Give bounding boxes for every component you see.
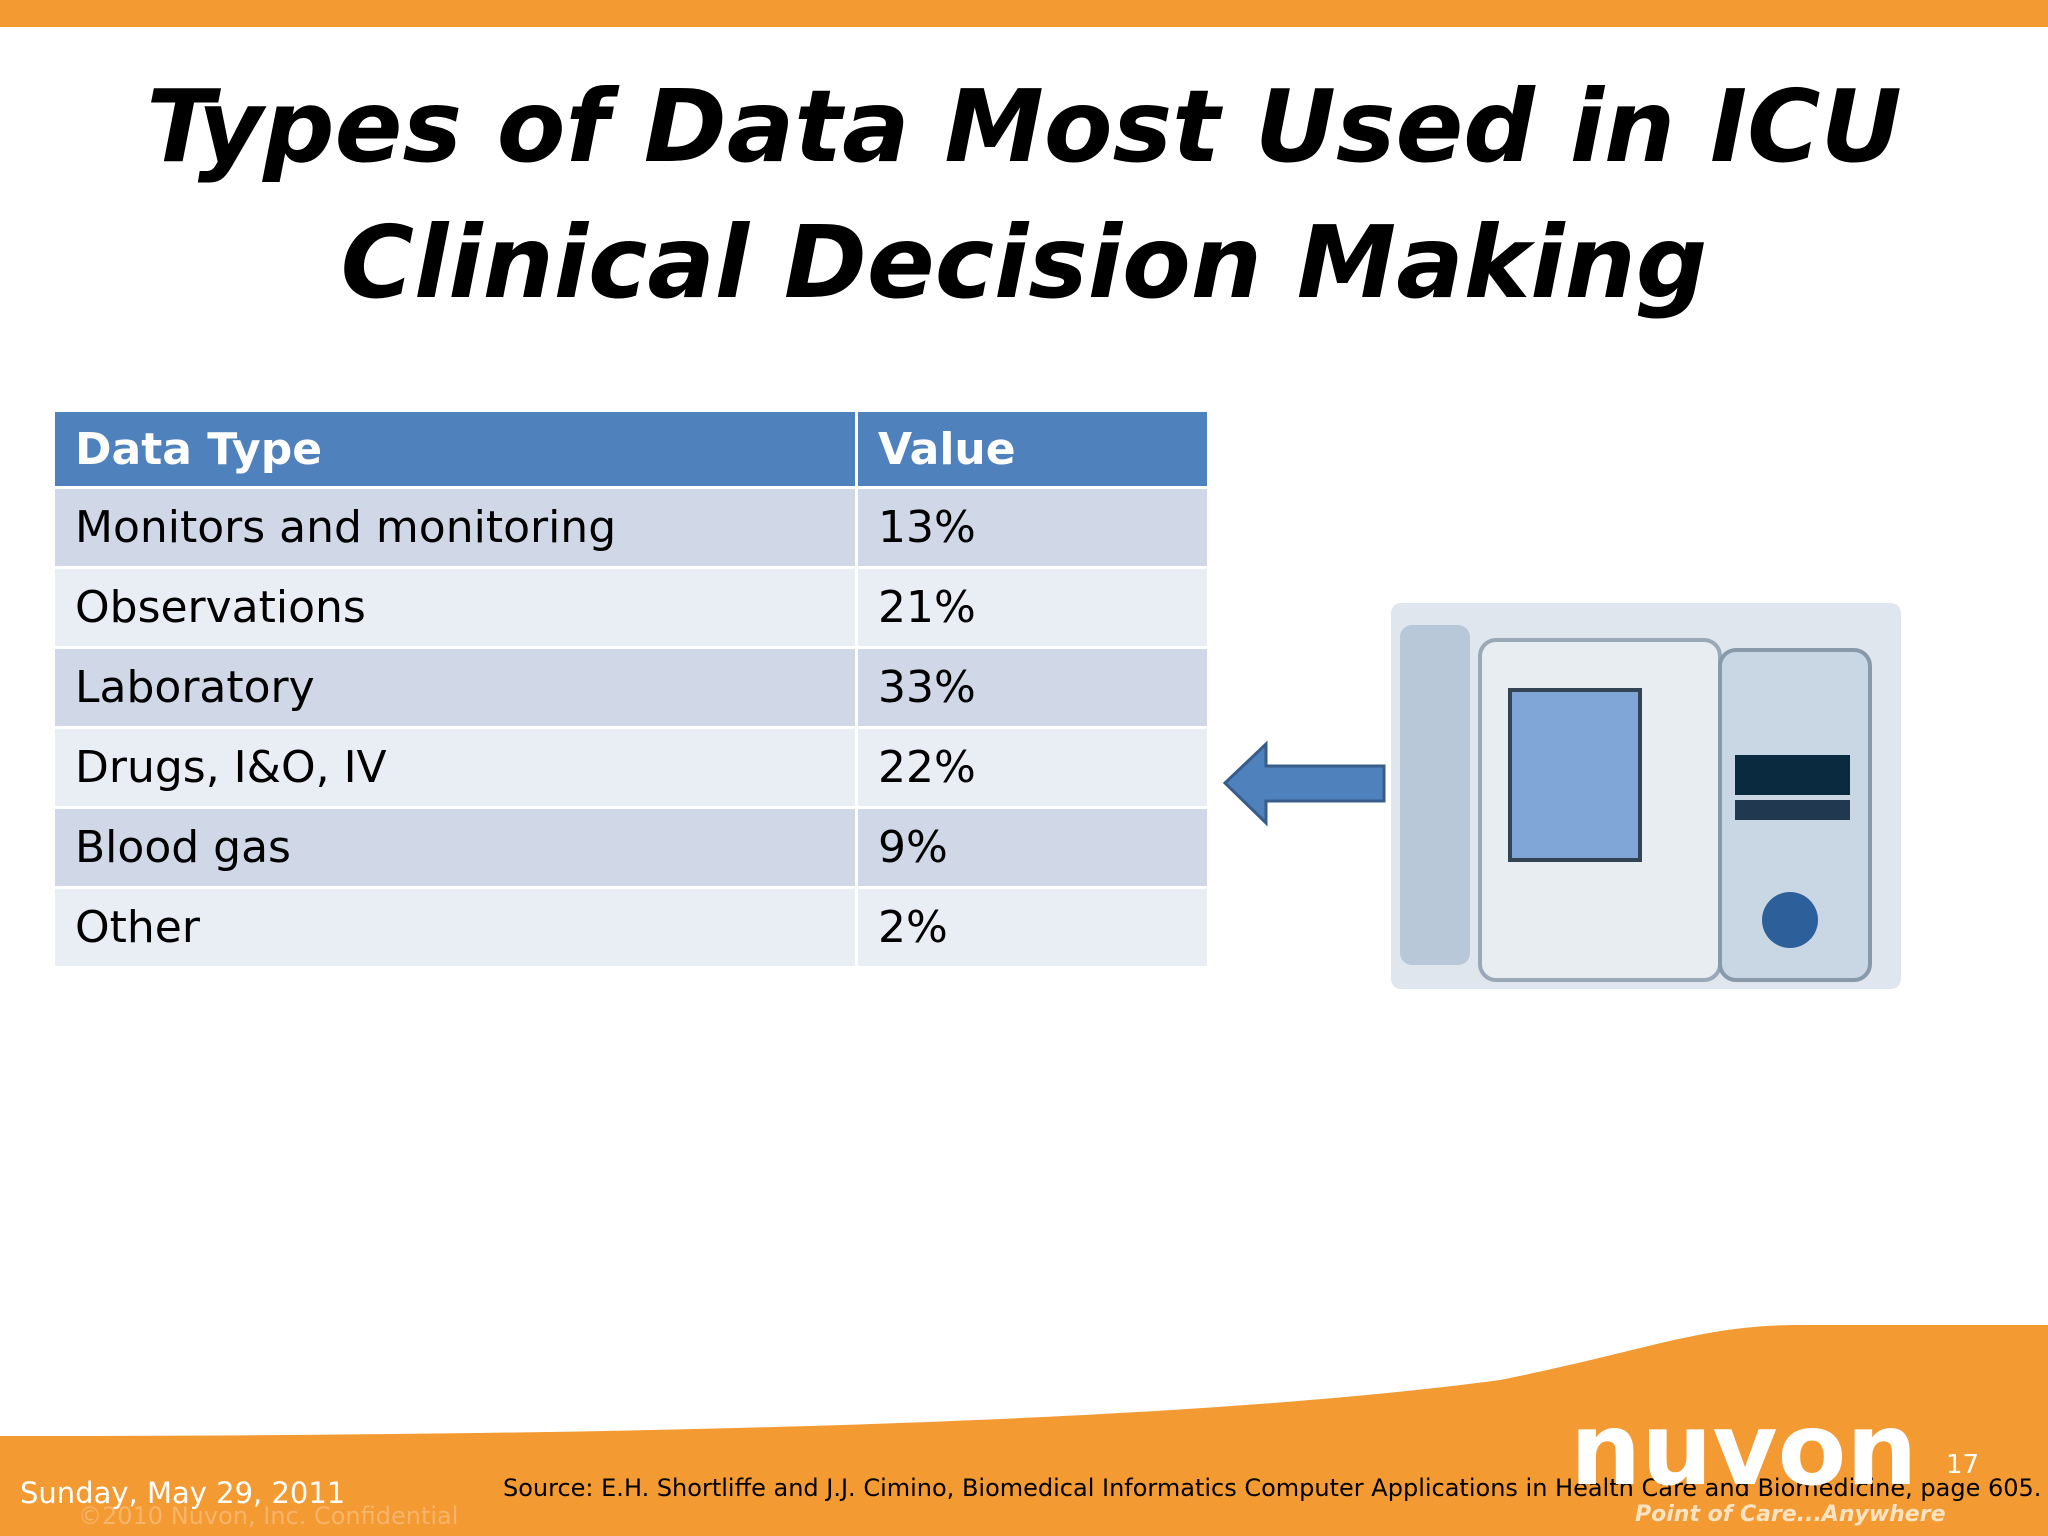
table-cell: 13% [855, 486, 1210, 569]
tagline: Point of Care...Anywhere [1635, 1502, 1946, 1527]
date: Sunday, May 29, 2011 [20, 1476, 346, 1510]
table-cell: 33% [855, 646, 1210, 729]
header-row: Data Type Value [52, 409, 1210, 489]
data-table: Data Type Value Monitors and monitoring 13%… [52, 409, 1210, 969]
table-cell: 22% [855, 726, 1210, 809]
table-cell: Other [52, 886, 858, 969]
table-row: Observations 21% [52, 566, 1210, 649]
table-cell: Observations [52, 566, 858, 649]
device-photo [1391, 603, 1901, 989]
bottom-wave [0, 1325, 2048, 1536]
table-cell: Laboratory [52, 646, 858, 729]
confidential-note: ©2010 Nuvon, Inc. Confidential [78, 1502, 459, 1530]
table-row: Laboratory 33% [52, 646, 1210, 729]
table-row: Other 2% [52, 886, 1210, 969]
title-line: Clinical Decision Making [340, 204, 1708, 321]
source: Source: E.H. Shortliffe and J.J. Cimino,… [503, 1474, 2042, 1502]
table-cell: Drugs, I&O, IV [52, 726, 858, 809]
table-cell: Blood gas [52, 806, 858, 889]
table-cell: 2% [855, 886, 1210, 969]
top-bar [0, 0, 2048, 27]
table-row: Monitors and monitoring 13% [52, 486, 1210, 569]
header-cell: Value [855, 409, 1210, 489]
header-cell: Data Type [52, 409, 858, 489]
page-number: 17 [1946, 1450, 1980, 1480]
table-row: Blood gas 9% [52, 806, 1210, 889]
table-cell: Monitors and monitoring [52, 486, 858, 569]
table-row: Drugs, I&O, IV 22% [52, 726, 1210, 809]
arrow [1222, 740, 1386, 827]
table-cell: 9% [855, 806, 1210, 889]
table-cell: 21% [855, 566, 1210, 649]
title-line: Types of Data Most Used in ICU [146, 68, 1902, 185]
logo: nuvon [1570, 1391, 1918, 1508]
